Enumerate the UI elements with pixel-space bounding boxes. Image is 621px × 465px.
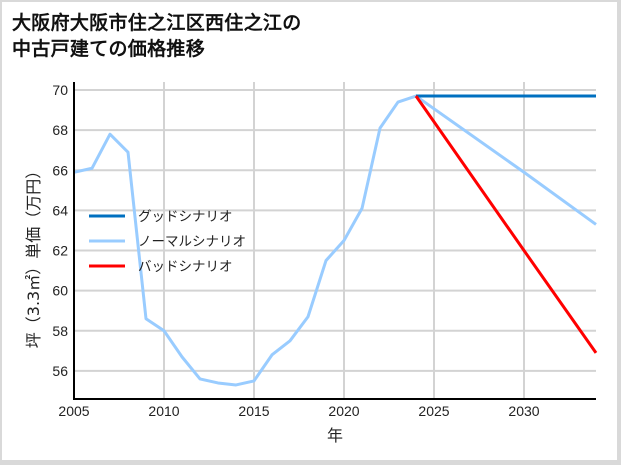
x-tick-label: 2025: [418, 403, 449, 419]
chart-title-line1: 大阪府大阪市住之江区西住之江の: [12, 12, 302, 34]
y-tick-label: 58: [52, 323, 68, 339]
y-axis-label: 坪（3.3㎡）単価（万円）: [24, 163, 43, 348]
series-line-1: [73, 94, 597, 387]
axes: [73, 82, 596, 400]
y-tick-label: 62: [52, 243, 68, 259]
y-tick-label: 64: [52, 202, 68, 218]
chart-frame: [2, 2, 617, 460]
y-tick-label: 60: [52, 283, 68, 299]
tick-labels: 56 58 60 62 64 66 68 70 2005 2010 2015 2020 2025 2030: [52, 82, 539, 419]
x-tick-label: 2030: [508, 403, 539, 419]
legend-label-0: グッドシナリオ: [138, 209, 233, 225]
y-tick-label: 66: [52, 162, 68, 178]
chart-title: 大阪府大阪市住之江区西住之江の 中古戸建ての価格推移: [12, 10, 302, 62]
y-tick-label: 56: [52, 363, 68, 379]
x-tick-label: 2015: [238, 403, 269, 419]
x-axis-label: 年: [327, 426, 343, 445]
x-tick-label: 2010: [148, 403, 179, 419]
x-tick-label: 2020: [328, 403, 359, 419]
legend-label-2: バッドシナリオ: [138, 259, 233, 275]
series-line-2: [414, 95, 598, 354]
data-series: [73, 94, 598, 387]
legend-label-1: ノーマルシナリオ: [138, 234, 246, 250]
y-tick-label: 68: [52, 122, 68, 138]
x-tick-label: 2005: [58, 403, 89, 419]
y-tick-label: 70: [52, 82, 68, 98]
chart-title-line2: 中古戸建ての価格推移: [12, 38, 206, 60]
